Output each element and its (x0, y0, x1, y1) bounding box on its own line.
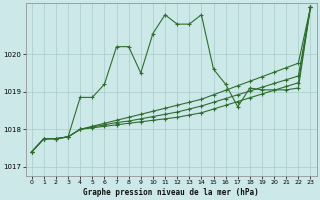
X-axis label: Graphe pression niveau de la mer (hPa): Graphe pression niveau de la mer (hPa) (83, 188, 259, 197)
